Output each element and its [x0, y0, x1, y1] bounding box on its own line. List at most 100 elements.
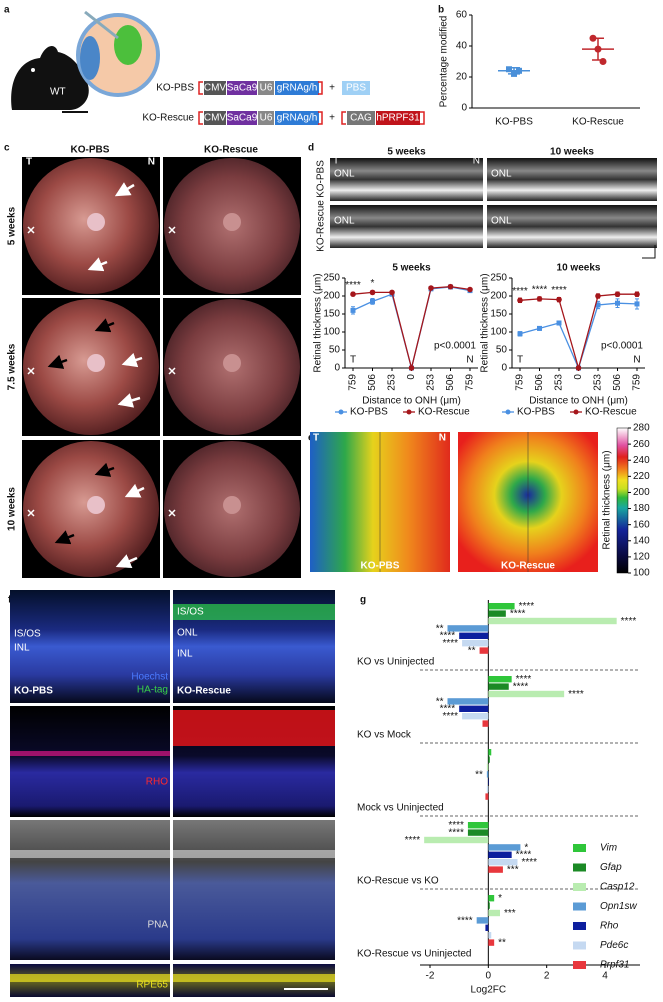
condition-label: KO-PBS: [14, 686, 53, 697]
y-tick-label: 100: [323, 327, 340, 338]
data-point: [575, 365, 582, 371]
construct-part: [275, 111, 319, 125]
significance-label: ****: [448, 828, 464, 839]
optic-disc: [87, 496, 105, 514]
temporal-label: T: [26, 157, 32, 168]
construct-part: [204, 111, 226, 125]
construct-part: [227, 111, 257, 125]
significance-label: *: [524, 842, 528, 853]
legend-label: KO-PBS: [517, 407, 555, 418]
bar: [485, 924, 489, 931]
bar: [467, 822, 489, 829]
colorbar-tick-label: 220: [633, 471, 650, 482]
y-tick-label: 50: [496, 345, 508, 356]
y-tick-label: 150: [323, 309, 340, 320]
arrow: [94, 318, 115, 333]
layer-label: IS/OS: [14, 629, 41, 640]
legend-label: Vim: [600, 843, 617, 854]
panel-letter: c: [4, 143, 10, 154]
panel-letter: d: [308, 143, 314, 154]
legend-marker: [406, 409, 412, 415]
colorbar-tick-label: 200: [633, 487, 650, 498]
vector-bracket: [341, 111, 346, 125]
arrow: [47, 354, 68, 369]
plus-sign: +: [329, 83, 335, 94]
arrow: [87, 257, 108, 272]
construct-part: [204, 81, 226, 95]
significance-label: ***: [504, 908, 516, 919]
layer-label: ONL: [334, 169, 355, 180]
y-tick-label: 250: [490, 273, 507, 284]
pna-signal: [173, 850, 335, 858]
panel-letter: g: [360, 595, 366, 606]
data-point: [614, 291, 621, 298]
significance-label: ***: [507, 865, 519, 876]
injection-mark: [168, 367, 176, 375]
data-point: [595, 302, 601, 308]
significance-label: ****: [513, 682, 529, 693]
series-line: [519, 302, 638, 370]
colorbar: [616, 427, 629, 574]
mouse-illustration: [11, 46, 89, 110]
optic-disc: [87, 213, 105, 231]
bar: [459, 705, 489, 712]
legend-label: Prpf31: [600, 960, 629, 971]
legend-marker: [573, 409, 579, 415]
oct-image: [330, 158, 483, 201]
arrow: [121, 352, 143, 368]
x-tick-label: KO-PBS: [495, 117, 533, 128]
significance-label: ****: [457, 915, 473, 926]
data-point: [634, 301, 640, 307]
row-label: 10 weeks: [7, 487, 18, 531]
temporal-label: T: [313, 433, 319, 444]
legend-label: KO-Rescue: [418, 407, 470, 418]
y-tick-label: 40: [456, 41, 468, 52]
bar: [459, 632, 489, 639]
y-axis-label: Retinal thickness (μm): [313, 273, 324, 372]
bar: [488, 859, 518, 866]
legend-label: KO-Rescue: [585, 407, 637, 418]
significance-label: ****: [345, 280, 361, 291]
colorbar-tick-label: 240: [633, 455, 650, 466]
layer-label: ONL: [177, 628, 198, 639]
data-point: [556, 320, 562, 326]
bar: [486, 763, 489, 771]
construct-part-label: CMV: [204, 113, 227, 124]
group-label: KO-Rescue vs KO: [357, 876, 439, 887]
significance-label: ****: [512, 286, 528, 297]
vector-bracket: [318, 81, 323, 95]
legend-swatch: [573, 883, 586, 891]
construct-label: KO-PBS: [156, 83, 194, 94]
significance-label: **: [436, 696, 444, 707]
legend-swatch: [573, 844, 586, 852]
legend-label: Casp12: [600, 882, 635, 893]
injection-mark: [168, 226, 176, 234]
x-tick-label: 253: [387, 374, 398, 391]
construct-part-label: U6: [260, 83, 273, 94]
column-header: 5 weeks: [387, 147, 426, 158]
x-tick-label: 0: [573, 374, 584, 380]
data-point: [467, 286, 473, 293]
construct-part-label: U6: [260, 113, 273, 124]
x-tick-label: 759: [465, 374, 476, 391]
stain-label: PNA: [147, 920, 168, 931]
data-point: [506, 66, 512, 73]
construct-part-label: CMV: [204, 83, 227, 94]
layer-label: ONL: [491, 169, 512, 180]
row-label: KO-PBS: [316, 160, 327, 198]
x-tick-label: 253: [593, 374, 604, 391]
row-label: KO-Rescue: [316, 200, 327, 252]
significance-label: ****: [405, 835, 421, 846]
bar: [488, 749, 492, 756]
data-point: [615, 300, 620, 306]
colorbar-tick-label: 160: [633, 519, 650, 530]
plus-sign: +: [329, 113, 335, 124]
data-point: [595, 293, 601, 299]
legend-swatch: [573, 941, 586, 950]
y-tick-label: 0: [461, 103, 467, 114]
p-value: p<0.0001: [434, 341, 476, 352]
significance-label: **: [436, 623, 444, 634]
data-point: [389, 289, 395, 296]
significance-label: *: [498, 893, 502, 904]
